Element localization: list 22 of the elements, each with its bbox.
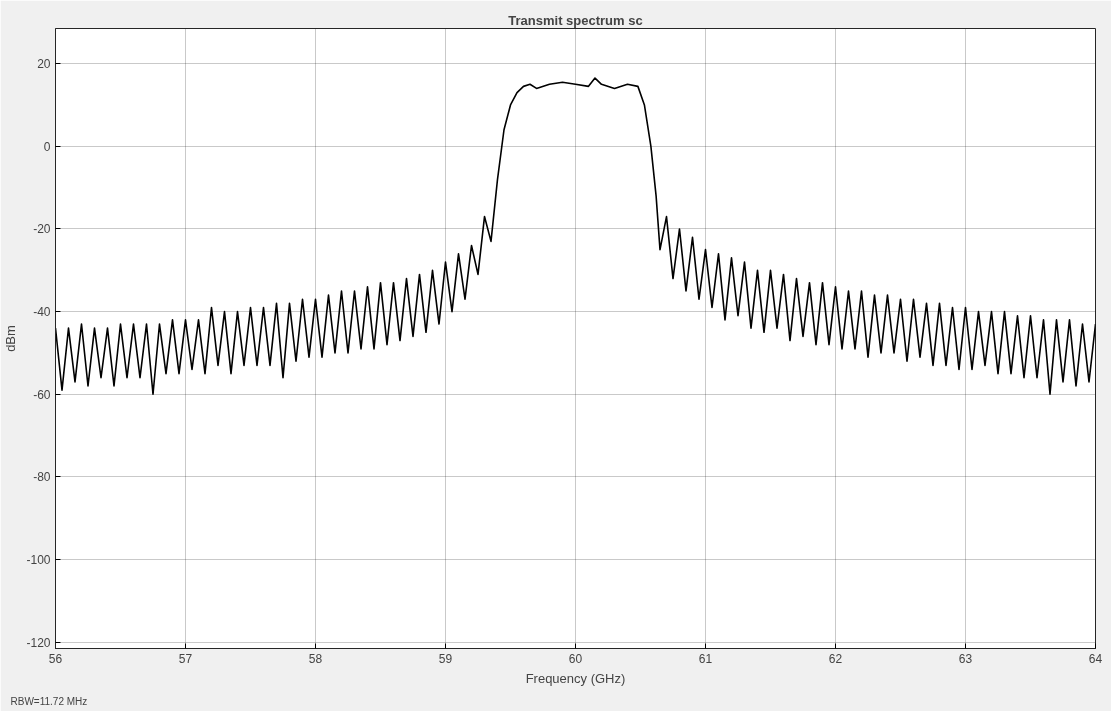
x-tick-label: 63 <box>958 651 973 666</box>
chart-title: Transmit spectrum sc <box>508 12 643 28</box>
y-tick-label: -20 <box>33 222 51 237</box>
y-tick-label: -60 <box>33 387 51 402</box>
x-tick-label: 61 <box>698 651 713 666</box>
y-tick-label: 0 <box>43 139 51 154</box>
text: RBW=11.72 MHz <box>10 695 88 707</box>
y-tick-label: -120 <box>26 635 51 650</box>
x-tick-label: 57 <box>178 651 193 666</box>
line-series <box>55 77 1096 396</box>
x-tick-label: 56 <box>48 651 63 666</box>
x-axis-title: Frequency (GHz) <box>525 670 626 686</box>
x-tick-label: 58 <box>308 651 323 666</box>
x-tick-label: 62 <box>828 651 843 666</box>
x-tick-label: 59 <box>438 651 453 666</box>
x-tick-label: 64 <box>1088 651 1103 666</box>
y-tick-label: 20 <box>37 57 51 72</box>
y-tick-label: -80 <box>33 470 51 485</box>
y-tick-label: -100 <box>26 553 51 568</box>
y-tick-label: -40 <box>33 305 51 320</box>
y-axis-title: dBm <box>3 325 19 352</box>
x-tick-label: 60 <box>568 651 583 666</box>
